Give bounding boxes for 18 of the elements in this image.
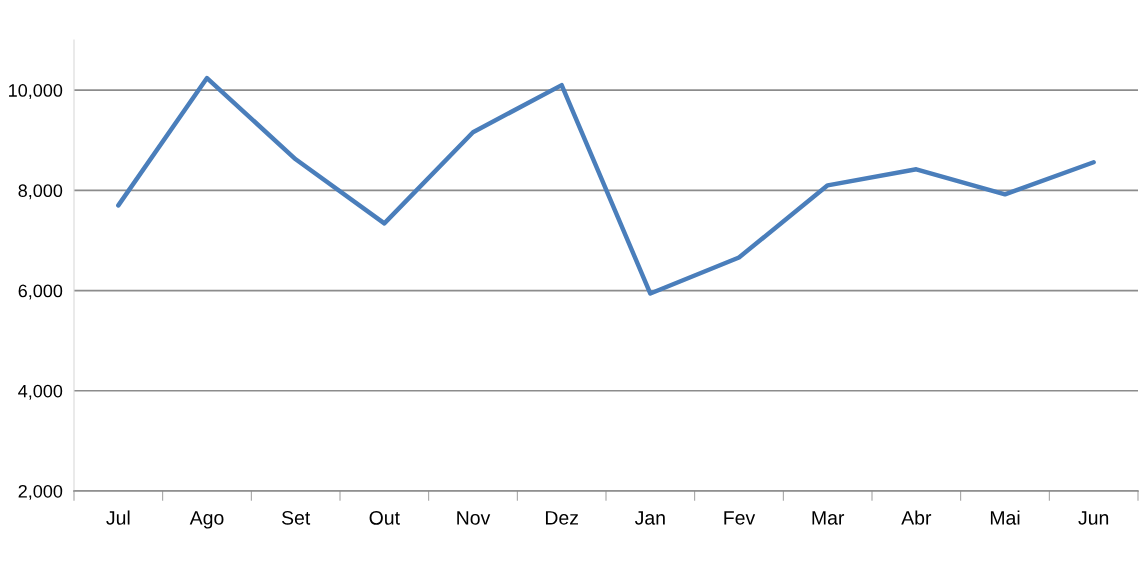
x-tick-label: Jan	[634, 511, 665, 525]
x-tick-label: Jun	[1078, 511, 1109, 525]
x-tick-label: Abr	[901, 510, 932, 525]
line-series	[116, 75, 1096, 296]
x-tick-label: Jul	[106, 510, 130, 525]
x-tick-label: Nov	[457, 511, 491, 525]
y-tick-label: 4,000	[18, 384, 63, 400]
x-tick-label: Mai	[990, 510, 1020, 525]
y-tick-label: 6,000	[18, 284, 63, 300]
x-tick-label: Out	[369, 510, 400, 525]
y-tick-label: 2,000	[18, 484, 63, 500]
x-tick-label: Dez	[545, 511, 578, 525]
x-tick-label: Mar	[812, 511, 845, 525]
x-tick-label: Set	[281, 510, 311, 525]
x-tick-label: Ago	[189, 511, 224, 529]
x-tick-label: Fev	[724, 511, 756, 525]
y-tick-label: 8,000	[18, 184, 63, 200]
y-tick-label: 10,000	[9, 84, 63, 99]
